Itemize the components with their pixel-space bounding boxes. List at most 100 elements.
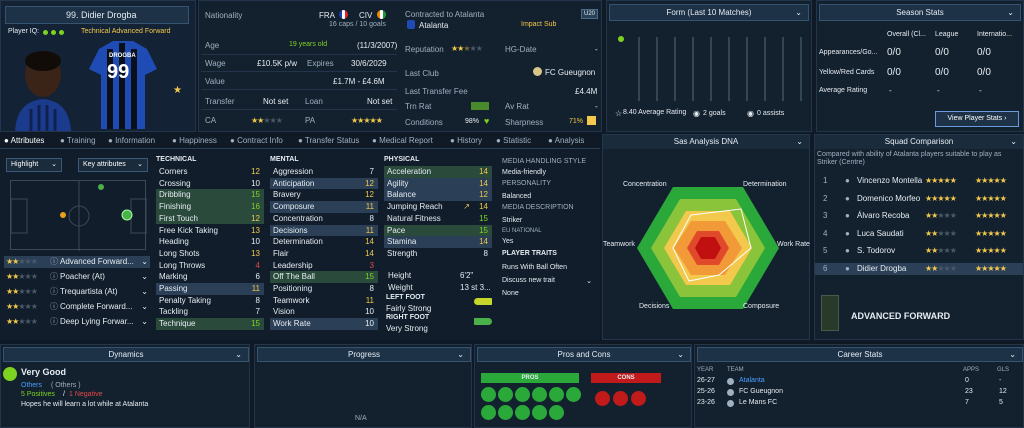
attribute-row[interactable]: Tackling 7 bbox=[156, 306, 264, 318]
tab-information[interactable]: ● Information bbox=[108, 136, 156, 145]
tab-history[interactable]: ● History bbox=[450, 136, 482, 145]
career-header[interactable]: Career Stats ⌄ bbox=[697, 347, 1023, 362]
career-team[interactable]: FC Gueugnon bbox=[739, 388, 783, 395]
tab-analysis[interactable]: ● Analysis bbox=[548, 136, 585, 145]
tab-training[interactable]: ● Training bbox=[60, 136, 96, 145]
attribute-row[interactable]: Strength 8 bbox=[384, 248, 492, 260]
pro-icon[interactable] bbox=[532, 387, 547, 402]
view-player-stats-button[interactable]: View Player Stats › bbox=[935, 111, 1019, 127]
loan-value[interactable]: Not set bbox=[367, 97, 393, 106]
role-item[interactable]: ★★★★★ ⓘ Advanced Forward... ⌄ bbox=[4, 256, 150, 268]
club-name[interactable]: Atalanta bbox=[419, 21, 449, 30]
attribute-row[interactable]: Corners 12 bbox=[156, 166, 264, 178]
role-item[interactable]: ★★★★★ ⓘ Deep Lying Forwar... ⌄ bbox=[4, 316, 150, 328]
squad-row[interactable]: 3 ● Álvaro Recoba ★★★★★ ★★★★★ bbox=[815, 210, 1023, 222]
highlight-dropdown[interactable]: Highlight ⌄ bbox=[6, 158, 62, 172]
attribute-row[interactable]: Leadership 3 bbox=[270, 260, 378, 272]
attribute-row[interactable]: Crossing 10 bbox=[156, 178, 264, 190]
pro-icon[interactable] bbox=[549, 405, 564, 420]
career-team[interactable]: Le Mans FC bbox=[739, 399, 778, 406]
progress-header[interactable]: Progress ⌄ bbox=[257, 347, 471, 362]
attribute-row[interactable]: First Touch 12 bbox=[156, 212, 264, 225]
pro-icon[interactable] bbox=[481, 387, 496, 402]
nationality-2[interactable]: CIV bbox=[359, 11, 373, 20]
tab-medical-report[interactable]: ● Medical Report bbox=[372, 136, 433, 145]
attribute-row[interactable]: Passing 11 bbox=[156, 283, 264, 295]
squad-row[interactable]: 6 ● Didier Drogba ★★★★★ ★★★★★ bbox=[815, 262, 1023, 275]
role-item[interactable]: ★★★★★ ⓘ Trequartista (At) ⌄ bbox=[4, 286, 150, 298]
dynamics-others[interactable]: Others bbox=[21, 382, 43, 389]
attribute-row[interactable]: Marking 6 bbox=[156, 271, 264, 283]
attribute-row[interactable]: Penalty Taking 8 bbox=[156, 295, 264, 307]
squad-row[interactable]: 1 ● Vincenzo Montella ★★★★★ ★★★★★ bbox=[815, 175, 1023, 187]
career-row[interactable]: 23-26 Le Mans FC 7 5 bbox=[695, 397, 1023, 409]
tab-contract-info[interactable]: ● Contract Info bbox=[230, 136, 283, 145]
discuss-trait-dropdown[interactable]: Discuss new trait ⌄ bbox=[502, 277, 596, 285]
chevron-down-icon: ⌄ bbox=[141, 287, 148, 296]
con-icon[interactable] bbox=[595, 391, 610, 406]
pro-icon[interactable] bbox=[481, 405, 496, 420]
squad-row[interactable]: 4 ● Luca Saudati ★★★★★ ★★★★★ bbox=[815, 228, 1023, 240]
pro-icon[interactable] bbox=[532, 405, 547, 420]
season-header[interactable]: Season Stats ⌄ bbox=[819, 4, 1021, 21]
attribute-value: 15 bbox=[479, 213, 488, 223]
pro-icon[interactable] bbox=[549, 387, 564, 402]
nationality-1[interactable]: FRA bbox=[319, 11, 335, 20]
pro-icon[interactable] bbox=[515, 405, 530, 420]
attribute-row[interactable]: Finishing 16 bbox=[156, 201, 264, 213]
attribute-row[interactable]: Heading 10 bbox=[156, 236, 264, 248]
squad-header[interactable]: Squad Comparison ⌄ bbox=[815, 135, 1023, 149]
pro-icon[interactable] bbox=[498, 387, 513, 402]
attribute-row[interactable]: Vision 10 bbox=[270, 306, 378, 318]
attribute-row[interactable]: Anticipation 12 bbox=[270, 177, 378, 190]
pro-icon[interactable] bbox=[498, 405, 513, 420]
dynamics-header[interactable]: Dynamics ⌄ bbox=[3, 347, 249, 362]
attribute-row[interactable]: Decisions 11 bbox=[270, 224, 378, 237]
squad-row[interactable]: 5 ● S. Todorov ★★★★★ ★★★★★ bbox=[815, 245, 1023, 257]
player-name-bar[interactable]: 99. Didier Drogba bbox=[5, 6, 189, 24]
career-row[interactable]: 25-26 FC Gueugnon 23 12 bbox=[695, 386, 1023, 398]
key-attributes-dropdown[interactable]: Key attributes ⌄ bbox=[78, 158, 148, 172]
tab-happiness[interactable]: ● Happiness bbox=[172, 136, 217, 145]
attribute-row[interactable]: Work Rate 10 bbox=[270, 318, 378, 330]
con-icon[interactable] bbox=[613, 391, 628, 406]
attribute-row[interactable]: Natural Fitness 15 bbox=[384, 213, 492, 225]
attribute-row[interactable]: Teamwork 11 bbox=[270, 295, 378, 307]
last-club-value[interactable]: FC Gueugnon bbox=[545, 68, 596, 77]
form-header[interactable]: Form (Last 10 Matches) ⌄ bbox=[609, 4, 809, 21]
career-row[interactable]: 26-27 Atalanta 0 - bbox=[695, 375, 1023, 387]
attribute-row[interactable]: Aggression 7 bbox=[270, 166, 378, 178]
attribute-row[interactable]: Flair 14 bbox=[270, 248, 378, 260]
pro-icon[interactable] bbox=[515, 387, 530, 402]
attribute-row[interactable]: Concentration 8 bbox=[270, 213, 378, 225]
attribute-row[interactable]: Balance 12 bbox=[384, 189, 492, 202]
pros-cons-header[interactable]: Pros and Cons ⌄ bbox=[477, 347, 691, 362]
attribute-row[interactable]: Technique 15 bbox=[156, 318, 264, 330]
attribute-row[interactable]: Long Shots 13 bbox=[156, 248, 264, 260]
attribute-row[interactable]: Off The Ball 15 bbox=[270, 271, 378, 283]
dna-header[interactable]: Sas Analysis DNA ⌄ bbox=[603, 135, 809, 149]
attribute-row[interactable]: Free Kick Taking 13 bbox=[156, 225, 264, 237]
attribute-row[interactable]: Determination 14 bbox=[270, 236, 378, 248]
career-team[interactable]: Atalanta bbox=[739, 377, 765, 384]
attribute-row[interactable]: Pace 15 bbox=[384, 224, 492, 237]
attribute-row[interactable]: Acceleration 14 bbox=[384, 166, 492, 178]
attribute-row[interactable]: Dribbling 15 bbox=[156, 189, 264, 202]
tab-transfer-status[interactable]: ● Transfer Status bbox=[298, 136, 360, 145]
attribute-row[interactable]: Composure 11 bbox=[270, 201, 378, 213]
role-item[interactable]: ★★★★★ ⓘ Poacher (At) ⌄ bbox=[4, 271, 150, 283]
role-item[interactable]: ★★★★★ ⓘ Complete Forward... ⌄ bbox=[4, 301, 150, 313]
con-icon[interactable] bbox=[631, 391, 646, 406]
pro-icon[interactable] bbox=[566, 387, 581, 402]
attribute-row[interactable]: Stamina 14 bbox=[384, 236, 492, 248]
squad-row[interactable]: 2 ● Domenico Morfeo ★★★★★ ★★★★★ bbox=[815, 193, 1023, 205]
tab-statistic[interactable]: ● Statistic bbox=[496, 136, 532, 145]
attribute-row[interactable]: Jumping Reach 14 ↗ bbox=[384, 201, 492, 213]
attribute-row[interactable]: Positioning 8 bbox=[270, 283, 378, 295]
attribute-row[interactable]: Agility 14 bbox=[384, 177, 492, 190]
attribute-row[interactable]: Bravery 12 bbox=[270, 189, 378, 201]
attribute-row[interactable]: Long Throws 4 bbox=[156, 260, 264, 272]
tab-attributes[interactable]: ● Attributes bbox=[4, 136, 45, 145]
attribute-value: 12 bbox=[365, 178, 374, 188]
transfer-value[interactable]: Not set bbox=[263, 97, 289, 106]
